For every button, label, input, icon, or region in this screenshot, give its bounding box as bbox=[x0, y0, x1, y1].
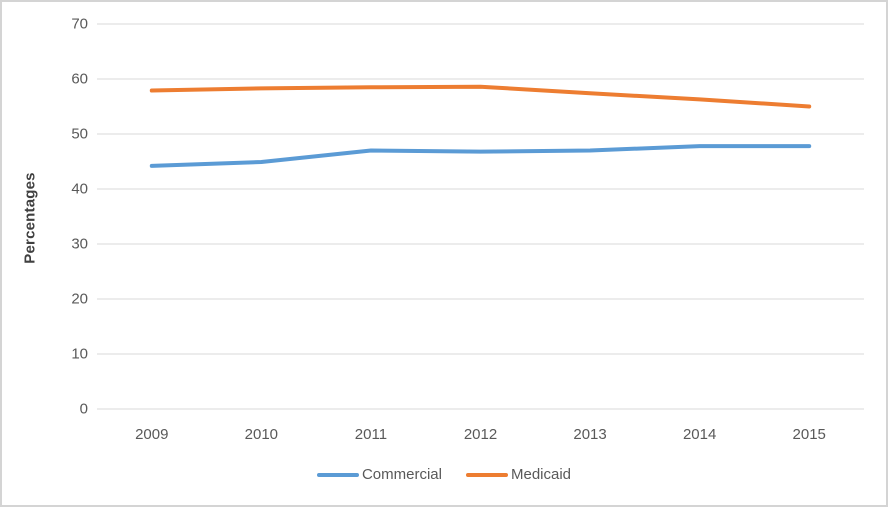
legend-label: Medicaid bbox=[510, 466, 572, 483]
legend: Commercial Medicaid bbox=[2, 466, 886, 483]
legend-line-swatch bbox=[316, 472, 359, 477]
x-tick-label: 2014 bbox=[682, 426, 717, 443]
y-tick-label: 20 bbox=[71, 290, 88, 308]
x-tick-label: 2015 bbox=[792, 426, 826, 443]
x-tick-label: 2012 bbox=[463, 426, 498, 443]
legend-item-medicaid: Medicaid bbox=[465, 466, 572, 483]
x-tick-label: 2011 bbox=[354, 426, 388, 443]
y-tick-label: 10 bbox=[71, 345, 88, 363]
x-tick-label: 2013 bbox=[573, 426, 607, 443]
legend-line-swatch bbox=[465, 472, 508, 477]
y-tick-label: 50 bbox=[71, 125, 88, 143]
x-tick-label: 2010 bbox=[244, 426, 279, 443]
series-line-commercial bbox=[149, 144, 812, 168]
y-tick-label: 40 bbox=[71, 180, 88, 198]
series-line-medicaid bbox=[149, 84, 812, 109]
y-tick-label: 30 bbox=[71, 235, 88, 253]
legend-item-commercial: Commercial bbox=[316, 466, 442, 483]
y-tick-label: 60 bbox=[71, 70, 88, 88]
y-tick-label: 0 bbox=[79, 400, 88, 418]
legend-label: Commercial bbox=[361, 466, 442, 483]
y-tick-label: 70 bbox=[71, 15, 88, 33]
x-tick-label: 2009 bbox=[135, 426, 169, 443]
